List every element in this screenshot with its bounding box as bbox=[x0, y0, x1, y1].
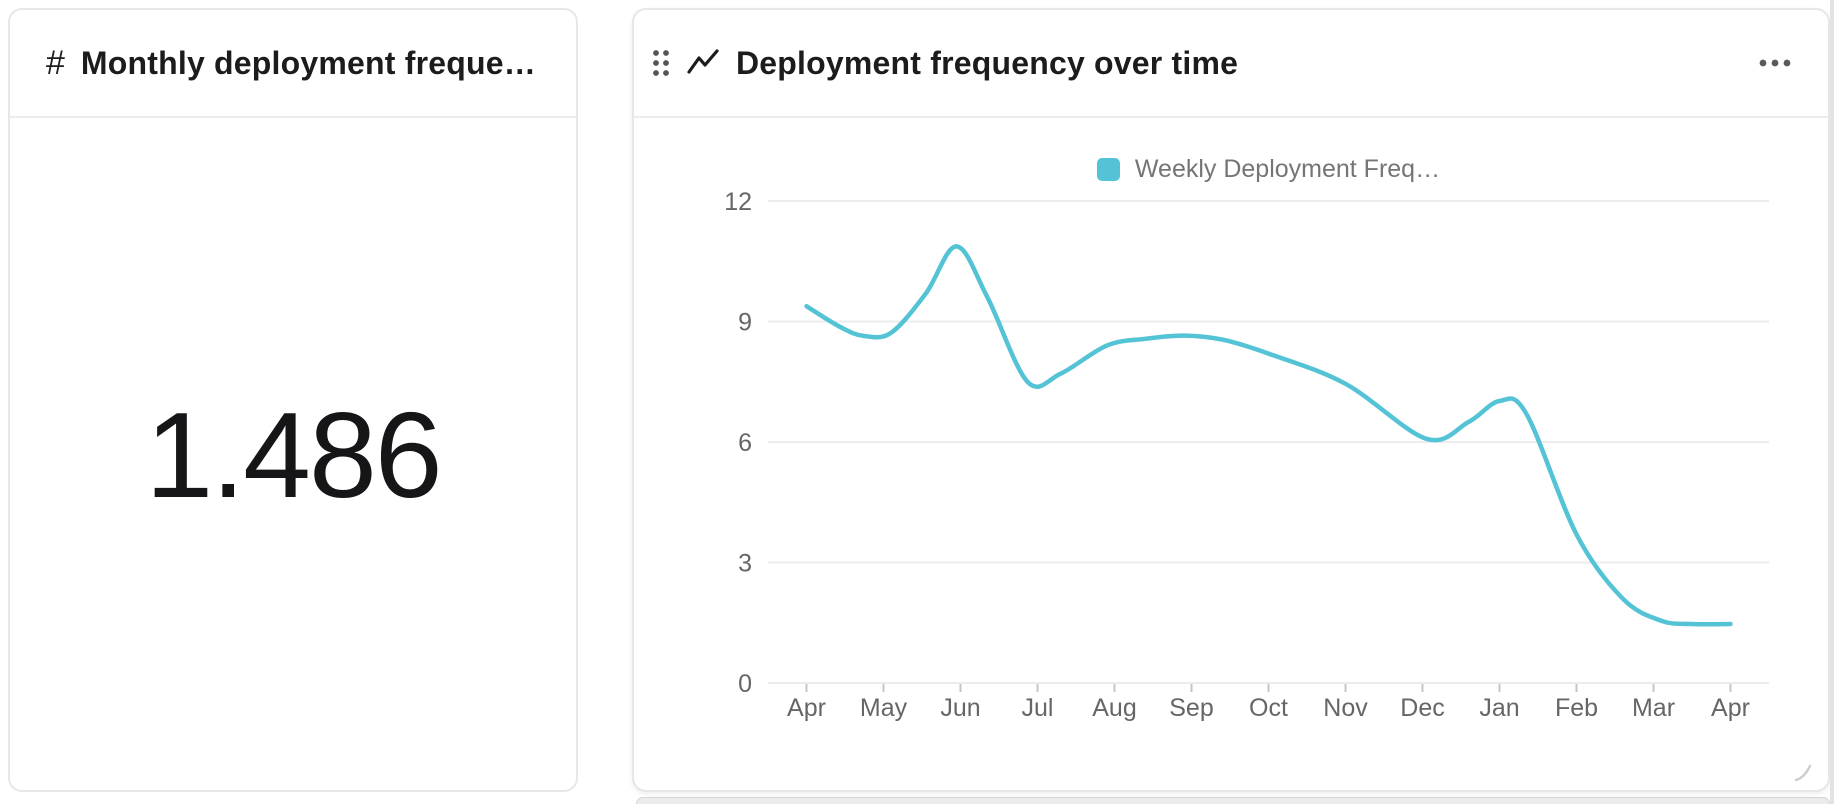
x-axis-label: Dec bbox=[1400, 694, 1444, 722]
x-axis-label: Sep bbox=[1169, 694, 1213, 722]
chart-card-title: Deployment frequency over time bbox=[736, 44, 1239, 81]
kpi-card-title: Monthly deployment frequen… bbox=[80, 44, 546, 81]
panel-edge bbox=[1830, 0, 1834, 804]
line-chart-icon bbox=[686, 48, 720, 78]
x-axis-label: Aug bbox=[1092, 694, 1136, 722]
x-axis-label: Nov bbox=[1323, 694, 1368, 722]
drag-handle-icon[interactable] bbox=[650, 47, 672, 79]
chart-card: Deployment frequency over time 0 3 6 9 12 Apr… bbox=[632, 8, 1830, 792]
legend-item[interactable]: Weekly Deployment Freq… bbox=[768, 154, 1769, 184]
chart-plot-area: 0 3 6 9 12 Apr May Jun Jul Aug Sep Oct Nov Dec Jan Feb M… bbox=[634, 118, 1828, 792]
y-axis-label: 0 bbox=[738, 670, 752, 698]
x-axis-label: Jan bbox=[1479, 694, 1519, 722]
x-axis-label: Jun bbox=[940, 694, 980, 722]
y-axis-label: 12 bbox=[724, 188, 752, 216]
x-axis-label: Apr bbox=[1711, 694, 1750, 722]
kpi-card-body: 1.486 bbox=[10, 118, 576, 792]
hash-icon: # bbox=[46, 44, 65, 82]
y-axis-label: 3 bbox=[738, 550, 752, 578]
x-axis-label: Jul bbox=[1022, 694, 1054, 722]
x-axis-label: May bbox=[860, 694, 908, 722]
y-axis-label: 9 bbox=[738, 309, 752, 337]
next-widget-edge bbox=[636, 797, 1830, 804]
deployment-chart-svg: 0 3 6 9 12 Apr May Jun Jul Aug Sep Oct Nov Dec Jan Feb M… bbox=[724, 188, 1769, 722]
kpi-value: 1.486 bbox=[145, 387, 442, 523]
legend-label: Weekly Deployment Freq… bbox=[1134, 154, 1441, 183]
kpi-card: # Monthly deployment frequen… 1.486 bbox=[8, 8, 578, 792]
kpi-card-header: # Monthly deployment frequen… bbox=[10, 10, 576, 118]
y-axis-label: 6 bbox=[738, 429, 752, 457]
resize-grip-icon[interactable] bbox=[1794, 764, 1812, 782]
x-axis-label: Apr bbox=[787, 694, 826, 722]
x-axis-label: Mar bbox=[1632, 694, 1675, 722]
legend-swatch bbox=[1096, 157, 1120, 181]
x-axis-label: Feb bbox=[1555, 694, 1598, 722]
series-line bbox=[804, 244, 1733, 627]
chart-card-header: Deployment frequency over time bbox=[634, 10, 1828, 118]
x-axis-label: Oct bbox=[1249, 694, 1288, 722]
ellipsis-icon[interactable] bbox=[1754, 43, 1798, 83]
